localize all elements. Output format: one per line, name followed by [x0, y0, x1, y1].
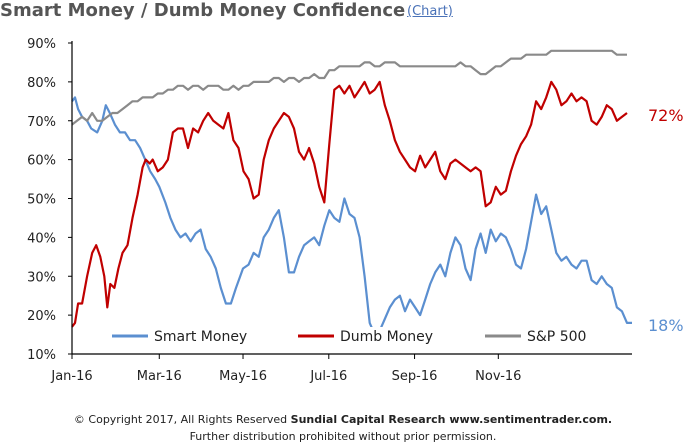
series-line-smart-money — [71, 96, 632, 336]
y-tick-label: 40% — [27, 231, 56, 246]
footer-distribution: Further distribution prohibited without … — [189, 430, 497, 443]
footer-company: Sundial Capital Research — [290, 413, 446, 426]
x-tick-label: Mar-16 — [137, 369, 182, 384]
y-tick-label: 80% — [27, 76, 56, 91]
footer-site: www.sentimentrader.com. — [445, 413, 613, 426]
legend-bg-smart-money — [108, 327, 264, 345]
series-lines — [71, 49, 632, 336]
end-labels: 72% 18% — [648, 106, 684, 335]
series-line-dumb-money — [71, 80, 628, 328]
chart-title: Smart Money / Dumb Money Confidence — [0, 0, 406, 21]
footer-copyright: © Copyright 2017, All Rights Reserved Su… — [0, 413, 686, 426]
legend: Smart Money Dumb Money S&P 500 — [108, 327, 637, 345]
footer-copyright-prefix: © Copyright 2017, All Rights Reserved — [73, 413, 291, 426]
chart-link[interactable]: (Chart) — [407, 4, 453, 19]
x-tick-label: Jan-16 — [50, 369, 92, 384]
y-tick-label: 70% — [27, 115, 56, 130]
x-tick-label: Nov-16 — [475, 369, 521, 384]
legend-bg-dumb-money — [294, 327, 450, 345]
y-tick-label: 30% — [27, 270, 56, 285]
series-line-s-p-500 — [71, 49, 627, 126]
legend-bg-s-p-500 — [481, 327, 637, 345]
x-tick-label: Jul-16 — [309, 369, 347, 384]
legend-label-smart-money: Smart Money — [154, 329, 247, 345]
y-tick-label: 50% — [27, 193, 56, 208]
y-tick-label: 90% — [27, 37, 56, 52]
legend-label-s-p-500: S&P 500 — [527, 329, 586, 345]
end-label-smart-money: 18% — [648, 316, 684, 335]
y-tick-label: 60% — [27, 154, 56, 169]
axes: 10% 20% 30% 40% 50% 60% 70% 80% 90% Jan-16 Mar-16 M… — [27, 37, 632, 384]
end-label-dumb-money: 72% — [648, 106, 684, 125]
legend-label-dumb-money: Dumb Money — [340, 329, 433, 345]
x-tick-label: Sep-16 — [392, 369, 438, 384]
y-tick-label: 20% — [27, 309, 56, 324]
y-tick-label: 10% — [27, 348, 56, 363]
x-tick-label: May-16 — [219, 369, 267, 384]
